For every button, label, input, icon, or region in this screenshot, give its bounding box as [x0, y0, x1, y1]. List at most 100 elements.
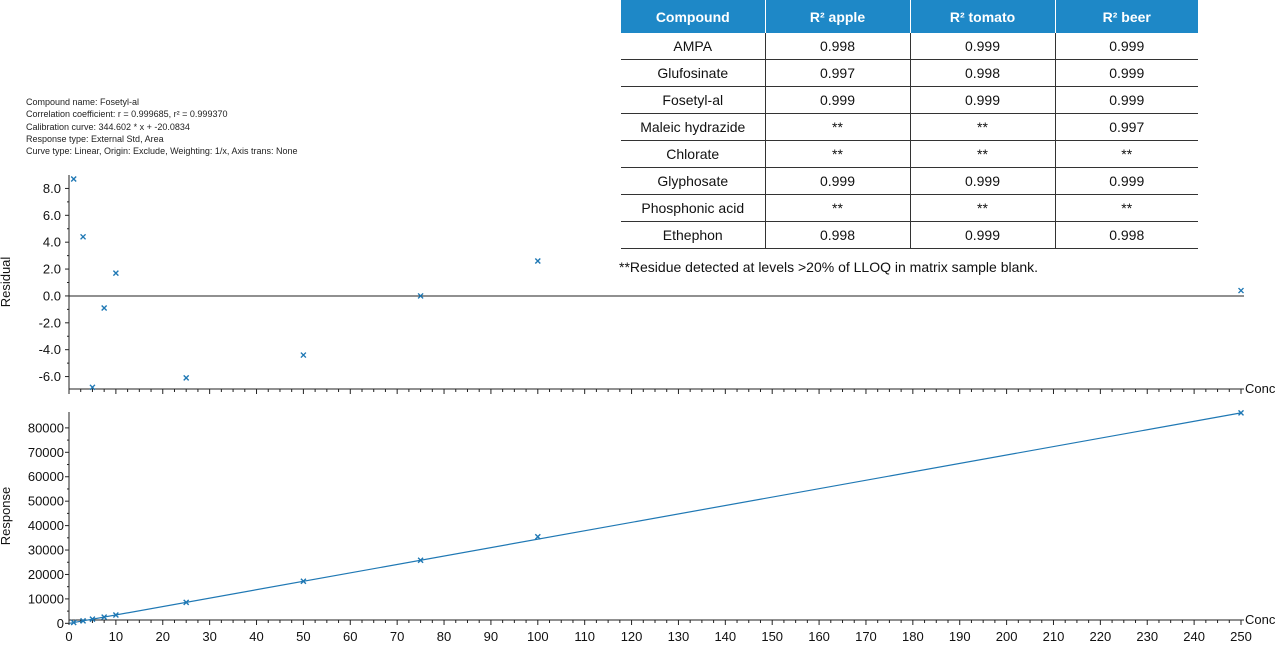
data-point	[101, 614, 108, 621]
table-row: Glyphosate 0.999 0.999 0.999	[621, 167, 1198, 195]
table-cell: 0.999	[910, 33, 1056, 60]
x-tick-label: 50	[296, 629, 310, 644]
y-tick-label: 80000	[28, 420, 64, 435]
y-tick-label: 0.0	[43, 288, 61, 303]
response-type-text: Response type: External Std, Area	[26, 133, 164, 144]
y-tick-label: 40000	[28, 518, 64, 533]
table-row: Chlorate ** ** **	[621, 140, 1198, 168]
x-tick-label: 60	[343, 629, 357, 644]
table-cell: **	[765, 140, 911, 168]
y-tick-label: -4.0	[39, 342, 61, 357]
table-cell: Fosetyl-al	[621, 86, 766, 114]
y-tick-label: -2.0	[39, 315, 61, 330]
table-row: Ethephon 0.998 0.999 0.998	[621, 221, 1198, 249]
y-tick-label: 10000	[28, 591, 64, 606]
data-point	[534, 533, 541, 540]
x-axis-label: Conc	[1245, 612, 1276, 627]
table-cell: **	[765, 113, 911, 141]
data-point	[80, 617, 87, 624]
header-r2-apple: R² apple	[765, 0, 911, 33]
table-cell: **	[1055, 194, 1198, 222]
header-r2-tomato: R² tomato	[910, 0, 1056, 33]
table-row: AMPA 0.998 0.999 0.999	[621, 33, 1198, 60]
table-row: Maleic hydrazide ** ** 0.997	[621, 113, 1198, 141]
r2-table: Compound R² apple R² tomato R² beer AMPA…	[621, 0, 1198, 249]
data-point	[183, 599, 190, 606]
table-cell: 0.998	[910, 59, 1056, 87]
y-tick-label: 70000	[28, 445, 64, 460]
calibration-curve-text: Calibration curve: 344.602 * x + -20.083…	[26, 121, 190, 132]
table-row: Fosetyl-al 0.999 0.999 0.999	[621, 86, 1198, 114]
x-tick-label: 10	[109, 629, 123, 644]
data-point	[112, 611, 119, 618]
y-tick-label: 60000	[28, 469, 64, 484]
x-tick-label: 20	[156, 629, 170, 644]
table-cell: 0.999	[1055, 59, 1198, 87]
data-point	[89, 384, 96, 391]
table-cell: 0.999	[910, 167, 1056, 195]
table-cell: 0.999	[910, 86, 1056, 114]
y-tick-label: 20000	[28, 567, 64, 582]
data-point	[300, 578, 307, 585]
data-point	[80, 233, 87, 240]
x-tick-label: 250	[1230, 629, 1252, 644]
data-point	[300, 352, 307, 359]
y-tick-label: 0	[57, 616, 64, 631]
table-cell: **	[1055, 140, 1198, 168]
table-header-row: Compound R² apple R² tomato R² beer	[621, 0, 1198, 33]
table-cell: **	[765, 194, 911, 222]
x-tick-label: 180	[902, 629, 924, 644]
table-cell: Chlorate	[621, 140, 766, 168]
data-point	[101, 305, 108, 312]
y-tick-label: -6.0	[39, 369, 61, 384]
x-tick-label: 110	[574, 629, 595, 644]
y-axis-label: Residual	[0, 257, 13, 308]
x-tick-label: 30	[202, 629, 216, 644]
table-cell: Glufosinate	[621, 59, 766, 87]
x-axis-label: Conc	[1245, 381, 1276, 396]
y-tick-label: 2.0	[43, 262, 61, 277]
table-cell: **	[910, 140, 1056, 168]
y-axis-label: Response	[0, 487, 13, 546]
table-cell: 0.999	[1055, 86, 1198, 114]
table-cell: **	[910, 194, 1056, 222]
table-cell: 0.998	[765, 221, 911, 249]
table-row: Phosphonic acid ** ** **	[621, 194, 1198, 222]
header-r2-beer: R² beer	[1055, 0, 1198, 33]
data-point	[417, 557, 424, 564]
data-point	[1238, 287, 1244, 294]
x-tick-label: 120	[621, 629, 643, 644]
compound-name-text: Compound name: Fosetyl-al	[26, 97, 140, 107]
x-tick-label: 70	[390, 629, 404, 644]
table-cell: Glyphosate	[621, 167, 766, 195]
table-row: Glufosinate 0.997 0.998 0.999	[621, 59, 1198, 87]
table-cell: 0.999	[765, 167, 911, 195]
y-tick-label: 6.0	[43, 208, 61, 223]
x-tick-label: 230	[1136, 629, 1158, 644]
calibration-info: Compound name: Fosetyl-al Correlation co…	[26, 96, 297, 157]
y-tick-label: 8.0	[43, 181, 61, 196]
x-tick-label: 190	[949, 629, 971, 644]
table-cell: **	[910, 113, 1056, 141]
header-compound: Compound	[621, 0, 766, 33]
data-point	[89, 616, 96, 623]
x-tick-label: 100	[527, 629, 549, 644]
x-tick-label: 140	[714, 629, 736, 644]
data-point	[1238, 409, 1244, 416]
x-tick-label: 130	[668, 629, 690, 644]
x-tick-label: 160	[808, 629, 830, 644]
table-footnote: **Residue detected at levels >20% of LLO…	[619, 259, 1039, 275]
curve-type-text: Curve type: Linear, Origin: Exclude, Wei…	[26, 146, 298, 157]
data-point	[417, 292, 424, 299]
table-cell: 0.997	[1055, 113, 1198, 141]
correlation-text: Correlation coefficient: r = 0.999685, r…	[26, 109, 228, 120]
table-cell: 0.998	[765, 33, 911, 60]
x-tick-label: 240	[1183, 629, 1205, 644]
table-cell: Ethephon	[621, 221, 766, 249]
x-tick-label: 220	[1090, 629, 1112, 644]
calibration-fit-line	[69, 412, 1242, 624]
x-tick-label: 210	[1043, 629, 1065, 644]
data-point	[183, 374, 190, 381]
table-cell: Maleic hydrazide	[621, 113, 766, 141]
